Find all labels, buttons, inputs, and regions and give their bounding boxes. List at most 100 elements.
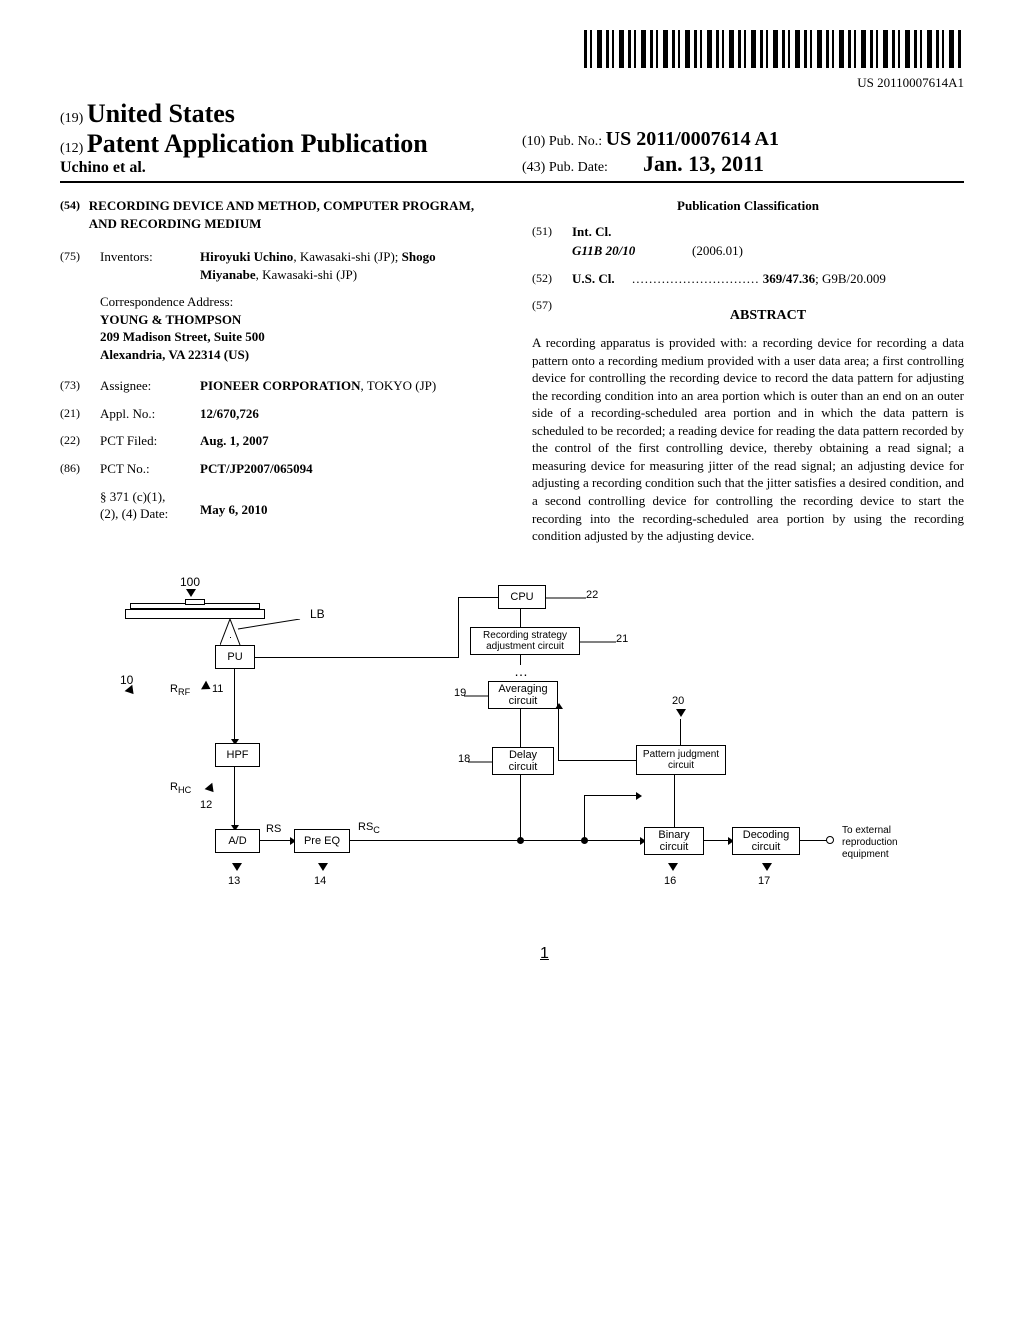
authors: Uchino et al. — [60, 159, 502, 177]
pub-type-line: (12) Patent Application Publication — [60, 129, 502, 159]
line-strat-cpu — [520, 609, 521, 627]
pubdate: Jan. 13, 2011 — [643, 151, 764, 176]
inventor-1: Hiroyuki Uchino — [200, 249, 293, 264]
corr-line1: YOUNG & THOMPSON — [100, 311, 492, 329]
line-cpu-pu-v — [458, 597, 459, 657]
correspondence: Correspondence Address: YOUNG & THOMPSON… — [100, 293, 492, 363]
assignee-value: PIONEER CORPORATION, TOKYO (JP) — [200, 377, 492, 395]
s371-label1: § 371 (c)(1), — [100, 488, 200, 506]
title-block: (54) RECORDING DEVICE AND METHOD, COMPUT… — [60, 197, 492, 232]
pub-type: Patent Application Publication — [87, 129, 428, 158]
appl-label: Appl. No.: — [100, 405, 200, 423]
inid-51: (51) — [532, 223, 572, 241]
uscl-row: (52) U.S. Cl. ..........................… — [532, 270, 964, 288]
intcl-label: Int. Cl. — [572, 223, 611, 241]
node-dot-2 — [581, 837, 588, 844]
s371-value: May 6, 2010 — [200, 488, 492, 523]
uscl-secondary: ; G9B/20.009 — [815, 271, 886, 286]
country: United States — [87, 99, 235, 128]
inid-86: (86) — [60, 460, 100, 478]
corr-label: Correspondence Address: — [100, 293, 492, 311]
pattern-block: Pattern judgment circuit — [636, 745, 726, 775]
appl-value: 12/670,726 — [200, 405, 492, 423]
lb-label: LB — [310, 607, 325, 621]
inventors-value: Hiroyuki Uchino, Kawasaki-shi (JP); Shog… — [200, 248, 492, 283]
line-main — [350, 840, 640, 841]
invention-title: RECORDING DEVICE AND METHOD, COMPUTER PR… — [89, 197, 492, 232]
ref-13: 13 — [228, 875, 240, 887]
ref-100: 100 — [180, 575, 200, 589]
document-header: (19) United States (12) Patent Applicati… — [60, 99, 964, 177]
barcode-area: US 20110007614A1 — [60, 30, 964, 91]
node-dot-1 — [517, 837, 524, 844]
ref-14: 14 — [314, 875, 326, 887]
inid-21: (21) — [60, 405, 100, 423]
line-cpu-pu-h — [255, 657, 459, 658]
ref-11: 11 — [212, 683, 223, 695]
pct-filed-row: (22) PCT Filed: Aug. 1, 2007 — [60, 432, 492, 450]
inid-12: (12) — [60, 141, 83, 156]
uscl-primary: 369/47.36 — [763, 271, 815, 286]
line-branch2v — [584, 795, 585, 840]
line-cpu-pu-h2 — [458, 597, 498, 598]
pct-no-value: PCT/JP2007/065094 — [200, 460, 492, 478]
assignee-loc: , TOKYO (JP) — [360, 378, 436, 393]
pct-no-label: PCT No.: — [100, 460, 200, 478]
inventors-row: (75) Inventors: Hiroyuki Uchino, Kawasak… — [60, 248, 492, 283]
inventors-label: Inventors: — [100, 248, 200, 283]
ref-20: 20 — [672, 695, 684, 707]
assignee-label: Assignee: — [100, 377, 200, 395]
inid-75: (75) — [60, 248, 100, 283]
inventor-1-loc: , Kawasaki-shi (JP); — [293, 249, 401, 264]
uscl-label: U.S. Cl. — [572, 270, 632, 288]
line-ad-preeq — [260, 840, 290, 841]
pct-filed-label: PCT Filed: — [100, 432, 200, 450]
r-rf: RRF — [170, 683, 190, 697]
line-pu-hpf — [234, 669, 235, 739]
cpu-block: CPU — [498, 585, 546, 609]
right-column: Publication Classification (51) Int. Cl.… — [532, 197, 964, 545]
binary-block: Binary circuit — [644, 827, 704, 855]
inid-57: (57) — [532, 297, 572, 334]
line-branch2h — [584, 795, 636, 796]
biblio-columns: (54) RECORDING DEVICE AND METHOD, COMPUT… — [60, 197, 964, 545]
pubno-line: (10) Pub. No.: US 2011/0007614 A1 — [522, 128, 964, 151]
line-bin-dec — [704, 840, 728, 841]
classification-heading: Publication Classification — [532, 197, 964, 215]
corr-line3: Alexandria, VA 22314 (US) — [100, 346, 492, 364]
s371-label2: (2), (4) Date: — [100, 505, 200, 523]
output-terminal — [826, 836, 834, 844]
intcl-code-row: G11B 20/10 (2006.01) — [532, 242, 964, 260]
inid-22: (22) — [60, 432, 100, 450]
abstract-heading: ABSTRACT — [572, 307, 964, 326]
ad-block: A/D — [215, 829, 260, 853]
hpf-block: HPF — [215, 743, 260, 767]
pubno-label: Pub. No.: — [549, 134, 602, 149]
header-rule — [60, 181, 964, 183]
figure-1: 100 LB PU 10 RRF 11 HPF RHC 12 A/D 13 RS… — [60, 575, 964, 995]
left-column: (54) RECORDING DEVICE AND METHOD, COMPUT… — [60, 197, 492, 545]
barcode — [584, 30, 964, 68]
ref-22: 22 — [586, 589, 598, 601]
disc-hub — [185, 599, 205, 605]
inid-52: (52) — [532, 270, 572, 288]
s371-label: § 371 (c)(1), (2), (4) Date: — [100, 488, 200, 523]
line-pat-avg-v — [558, 709, 559, 760]
preeq-block: Pre EQ — [294, 829, 350, 853]
ref-16: 16 — [664, 875, 676, 887]
intcl-code: G11B 20/10 — [572, 242, 692, 260]
line-out — [800, 840, 828, 841]
uscl-dots: .............................. — [632, 270, 760, 288]
disc-body — [125, 609, 265, 619]
line-bin-pattern — [674, 775, 675, 827]
inventor-2-loc: , Kawasaki-shi (JP) — [256, 267, 357, 282]
pct-no-row: (86) PCT No.: PCT/JP2007/065094 — [60, 460, 492, 478]
averaging-block: Averaging circuit — [488, 681, 558, 709]
country-line: (19) United States — [60, 99, 502, 129]
rs-label: RS — [266, 823, 281, 835]
line-delay-avg — [520, 709, 521, 747]
corr-line2: 209 Madison Street, Suite 500 — [100, 328, 492, 346]
strategy-block: Recording strategy adjustment circuit — [470, 627, 580, 655]
inid-19: (19) — [60, 111, 83, 126]
line-up-delay — [520, 775, 521, 840]
